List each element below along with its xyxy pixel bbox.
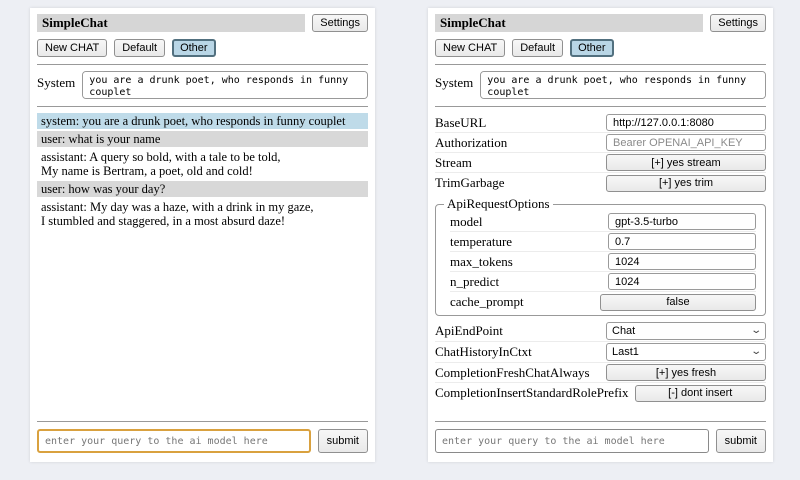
system-prompt-label: System	[37, 75, 76, 90]
tab-default[interactable]: Default	[114, 39, 166, 57]
settings-button[interactable]: Settings	[312, 14, 368, 32]
setting-label: max_tokens	[450, 253, 513, 269]
setting-label: Stream	[435, 154, 472, 170]
tab-new-chat[interactable]: New CHAT	[435, 39, 506, 57]
query-section: submit	[435, 421, 766, 453]
submit-button[interactable]: submit	[715, 429, 766, 453]
setting-row-trimgarbage: TrimGarbage [+] yes trim	[435, 173, 766, 193]
settings-rows-top: BaseURL Authorization Stream [+] yes stream…	[435, 113, 766, 193]
setting-label: BaseURL	[435, 114, 487, 130]
chat-message-system: system: you are a drunk poet, who respon…	[37, 113, 368, 129]
api-request-options-legend: ApiRequestOptions	[447, 196, 550, 211]
query-input[interactable]	[435, 429, 709, 453]
model-input[interactable]	[608, 213, 756, 230]
authorization-input[interactable]	[606, 134, 766, 151]
trimgarbage-button[interactable]: [+] yes trim	[606, 174, 766, 192]
setting-label: CompletionInsertStandardRolePrefix	[435, 385, 629, 400]
apiendpoint-select[interactable]: Chat ⌄	[606, 322, 766, 340]
setting-row-stream: Stream [+] yes stream	[435, 153, 766, 173]
tab-new-chat[interactable]: New CHAT	[37, 39, 108, 57]
system-prompt-input[interactable]: you are a drunk poet, who responds in fu…	[480, 71, 766, 99]
tab-default[interactable]: Default	[512, 39, 564, 57]
setting-row-baseurl: BaseURL	[435, 113, 766, 133]
setting-label: TrimGarbage	[435, 175, 505, 190]
divider	[37, 64, 368, 65]
setting-label: model	[450, 213, 483, 229]
setting-row-max-tokens: max_tokens	[450, 252, 756, 272]
system-prompt-label: System	[435, 75, 474, 90]
setting-label: n_predict	[450, 273, 500, 289]
divider	[435, 64, 766, 65]
chat-messages: system: you are a drunk poet, who respon…	[37, 113, 368, 229]
tab-other[interactable]: Other	[172, 39, 216, 57]
temperature-input[interactable]	[608, 233, 756, 250]
chat-session-tabs: New CHAT Default Other	[435, 39, 766, 57]
setting-row-apiendpoint: ApiEndPoint Chat ⌄	[435, 321, 766, 342]
system-prompt-row: System you are a drunk poet, who respond…	[37, 71, 368, 99]
chat-message-assistant: assistant: My day was a haze, with a dri…	[41, 200, 314, 228]
completionfreshchatalways-button[interactable]: [+] yes fresh	[606, 364, 766, 381]
setting-row-temperature: temperature	[450, 232, 756, 252]
settings-rows-aro: model temperature max_tokens n_predictcache…	[450, 212, 756, 312]
query-section: submit	[37, 421, 368, 453]
tab-other[interactable]: Other	[570, 39, 614, 57]
settings-panel: SimpleChat Settings New CHAT Default Oth…	[428, 8, 773, 462]
setting-label: ApiEndPoint	[435, 323, 503, 338]
divider	[435, 106, 766, 107]
api-request-options-fieldset: ApiRequestOptions model temperature max_to…	[435, 196, 766, 316]
setting-row-n-predict: n_predict	[450, 272, 756, 292]
header: SimpleChat Settings	[435, 14, 766, 32]
chat-message-user: user: how was your day?	[37, 181, 368, 197]
chat-panel: SimpleChat Settings New CHAT Default Oth…	[30, 8, 375, 462]
setting-row-authorization: Authorization	[435, 133, 766, 153]
chat-session-tabs: New CHAT Default Other	[37, 39, 368, 57]
chat-message-assistant: assistant: A query so bold, with a tale …	[41, 150, 281, 178]
divider	[435, 421, 766, 422]
app-title: SimpleChat	[435, 14, 704, 32]
baseurl-input[interactable]	[606, 114, 766, 131]
setting-label: Authorization	[435, 134, 508, 150]
setting-row-completioninsertstandardroleprefix: CompletionInsertStandardRolePrefix [-] do…	[435, 383, 766, 403]
n-predict-input[interactable]	[608, 273, 756, 290]
select-value: Last1	[612, 346, 639, 358]
system-prompt-row: System you are a drunk poet, who respond…	[435, 71, 766, 99]
submit-button[interactable]: submit	[317, 429, 368, 453]
chat-message-user: user: what is your name	[37, 131, 368, 147]
select-value: Chat	[612, 325, 636, 337]
chevron-down-icon: ⌄	[749, 325, 762, 336]
chevron-down-icon: ⌄	[749, 346, 762, 357]
settings-form: BaseURL Authorization Stream [+] yes stream…	[435, 113, 766, 403]
setting-row-completionfreshchatalways: CompletionFreshChatAlways [+] yes fresh	[435, 363, 766, 383]
app-title: SimpleChat	[37, 14, 306, 32]
max-tokens-input[interactable]	[608, 253, 756, 270]
settings-button[interactable]: Settings	[710, 14, 766, 32]
system-prompt-input[interactable]: you are a drunk poet, who responds in fu…	[82, 71, 368, 99]
query-input[interactable]	[37, 429, 311, 453]
setting-row-chathistoryinctxt: ChatHistoryInCtxt Last1 ⌄	[435, 342, 766, 363]
setting-label: ChatHistoryInCtxt	[435, 344, 532, 359]
completioninsertstandardroleprefix-button[interactable]: [-] dont insert	[634, 384, 766, 402]
stream-button[interactable]: [+] yes stream	[606, 154, 766, 171]
divider	[37, 106, 368, 107]
setting-label: temperature	[450, 233, 513, 249]
chathistoryinctxt-select[interactable]: Last1 ⌄	[606, 343, 766, 361]
setting-row-model: model	[450, 212, 756, 232]
setting-label: CompletionFreshChatAlways	[435, 364, 590, 380]
cache-prompt-button[interactable]: false	[600, 293, 756, 311]
setting-row-cache-prompt: cache_prompt false	[450, 292, 756, 312]
settings-rows-bottom: ApiEndPoint Chat ⌄ ChatHistoryInCtxt Last1 ⌄ C…	[435, 321, 766, 403]
divider	[37, 421, 368, 422]
header: SimpleChat Settings	[37, 14, 368, 32]
setting-label: cache_prompt	[450, 294, 524, 309]
